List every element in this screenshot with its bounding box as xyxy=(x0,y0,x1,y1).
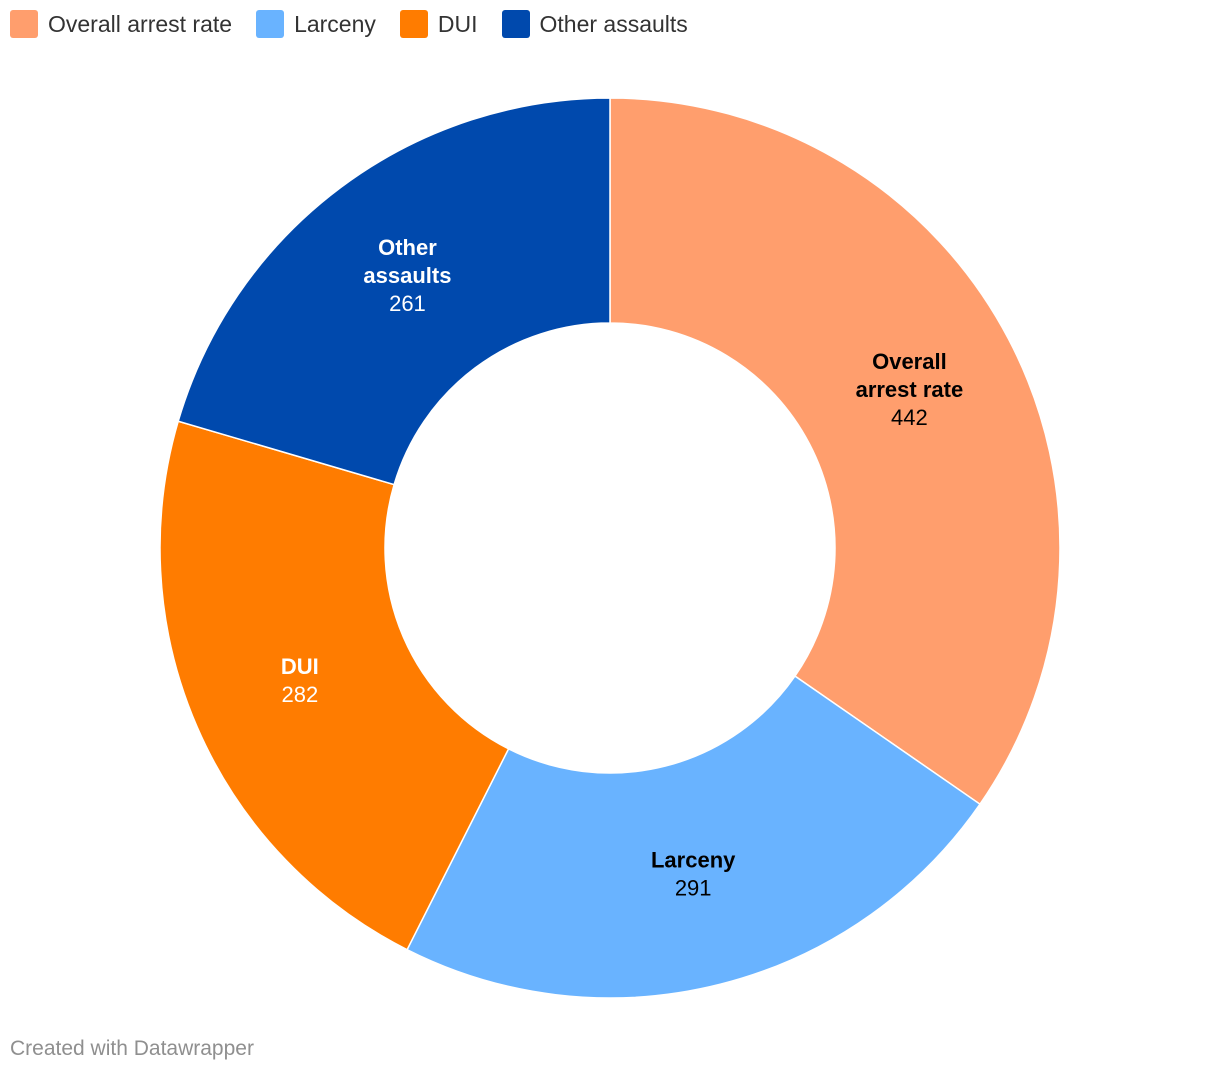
legend-swatch xyxy=(256,10,285,38)
legend-label: Overall arrest rate xyxy=(48,10,233,37)
legend-item-larceny: Larceny xyxy=(256,10,376,38)
legend-item-overall-arrest-rate: Overall arrest rate xyxy=(10,10,232,38)
slice-larceny xyxy=(406,675,981,999)
slice-category-label: assaults xyxy=(363,263,451,288)
slice-category-label: DUI xyxy=(281,654,319,679)
legend-label: Other assaults xyxy=(539,10,688,37)
legend-swatch xyxy=(399,10,428,38)
legend-label: DUI xyxy=(437,10,478,37)
slice-other-assaults xyxy=(177,97,611,486)
slice-label-other-assaults: Other assaults 261 xyxy=(363,235,451,316)
slice-category-label: arrest rate xyxy=(856,377,964,402)
slice-label-larceny: Larceny 291 xyxy=(651,847,736,900)
slice-label-overall-arrest-rate: Overall arrest rate 442 xyxy=(856,349,964,430)
slice-overall-arrest-rate xyxy=(609,97,1061,806)
slice-label-dui: DUI 282 xyxy=(281,654,319,707)
legend-label: Larceny xyxy=(294,10,376,37)
slice-value-label: 442 xyxy=(891,405,928,430)
slice-category-label: Larceny xyxy=(651,847,736,872)
legend-item-dui: DUI xyxy=(399,10,478,38)
slice-value-label: 282 xyxy=(281,682,318,707)
chart-legend: Overall arrest rate Larceny DUI Other assau… xyxy=(10,8,712,40)
slice-category-label: Other xyxy=(378,235,437,260)
legend-swatch xyxy=(10,10,38,38)
slice-category-label: Overall xyxy=(872,349,947,374)
slice-value-label: 291 xyxy=(675,875,712,900)
legend-swatch xyxy=(501,10,530,38)
slice-dui xyxy=(159,420,510,951)
datawrapper-credit: Created with Datawrapper xyxy=(10,1037,254,1060)
slice-value-label: 261 xyxy=(389,291,426,316)
legend-item-other-assaults: Other assaults xyxy=(501,10,688,38)
